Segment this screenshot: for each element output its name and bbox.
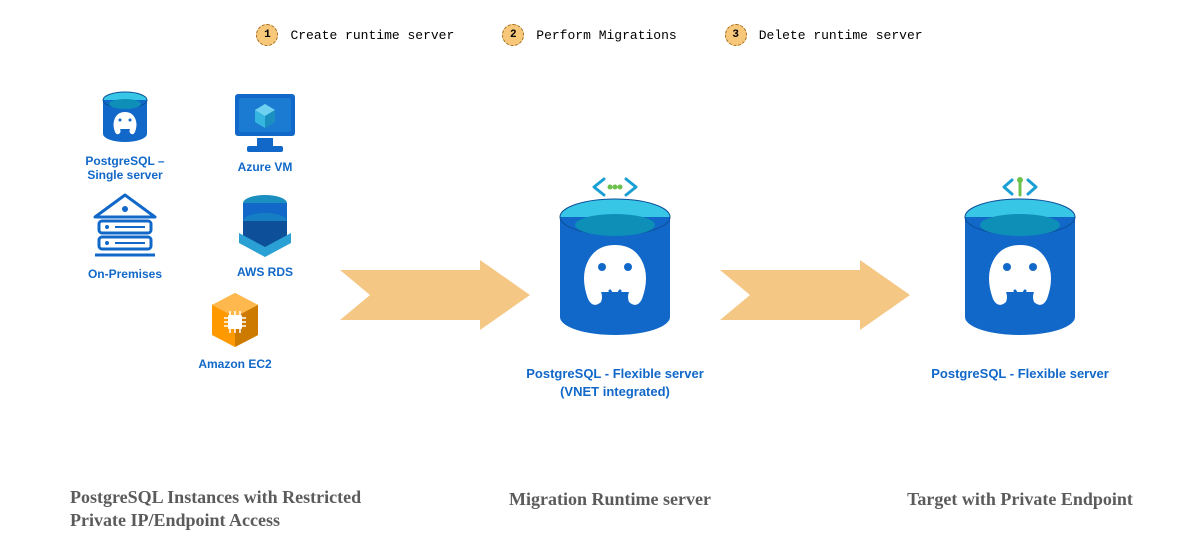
postgresql-db-icon <box>97 90 153 150</box>
azure-vm-icon <box>229 90 301 156</box>
step-2: 2 Perform Migrations <box>502 24 676 46</box>
source-ec2-label: Amazon EC2 <box>198 357 271 371</box>
step-1: 1 Create runtime server <box>256 24 454 46</box>
source-pg-single-label: PostgreSQL – Single server <box>70 154 180 183</box>
sources-column: PostgreSQL – Single server Azure VM <box>70 90 330 372</box>
arrow-1 <box>340 260 530 320</box>
source-aws-rds: AWS RDS <box>210 193 320 281</box>
aws-rds-icon <box>235 193 295 261</box>
step-label-2: Perform Migrations <box>536 28 676 43</box>
step-label-3: Delete runtime server <box>759 28 923 43</box>
source-on-prem: On-Premises <box>70 193 180 281</box>
steps-row: 1 Create runtime server 2 Perform Migrat… <box>0 24 1179 46</box>
right-label: PostgreSQL - Flexible server <box>931 365 1109 383</box>
right-column: PostgreSQL - Flexible server <box>920 175 1120 383</box>
source-azure-vm: Azure VM <box>210 90 320 183</box>
step-label-1: Create runtime server <box>290 28 454 43</box>
source-azure-vm-label: Azure VM <box>238 160 293 174</box>
source-pg-single: PostgreSQL – Single server <box>70 90 180 183</box>
section-title-right: Target with Private Endpoint <box>890 488 1150 511</box>
section-title-left: PostgreSQL Instances with Restricted Pri… <box>70 486 370 531</box>
step-badge-1: 1 <box>256 24 278 46</box>
center-label: PostgreSQL - Flexible server (VNET integ… <box>515 365 715 400</box>
step-3: 3 Delete runtime server <box>725 24 923 46</box>
source-on-prem-label: On-Premises <box>88 267 162 281</box>
ec2-icon <box>206 291 264 353</box>
postgresql-flexible-db-icon-right <box>955 195 1085 355</box>
arrow-2 <box>720 260 910 320</box>
postgresql-flexible-db-icon <box>550 195 680 355</box>
step-badge-2: 2 <box>502 24 524 46</box>
source-ec2: Amazon EC2 <box>140 291 330 371</box>
source-aws-rds-label: AWS RDS <box>237 265 293 279</box>
on-prem-icon <box>89 193 161 263</box>
section-title-center: Migration Runtime server <box>470 488 750 511</box>
step-badge-3: 3 <box>725 24 747 46</box>
center-column: PostgreSQL - Flexible server (VNET integ… <box>515 175 715 400</box>
